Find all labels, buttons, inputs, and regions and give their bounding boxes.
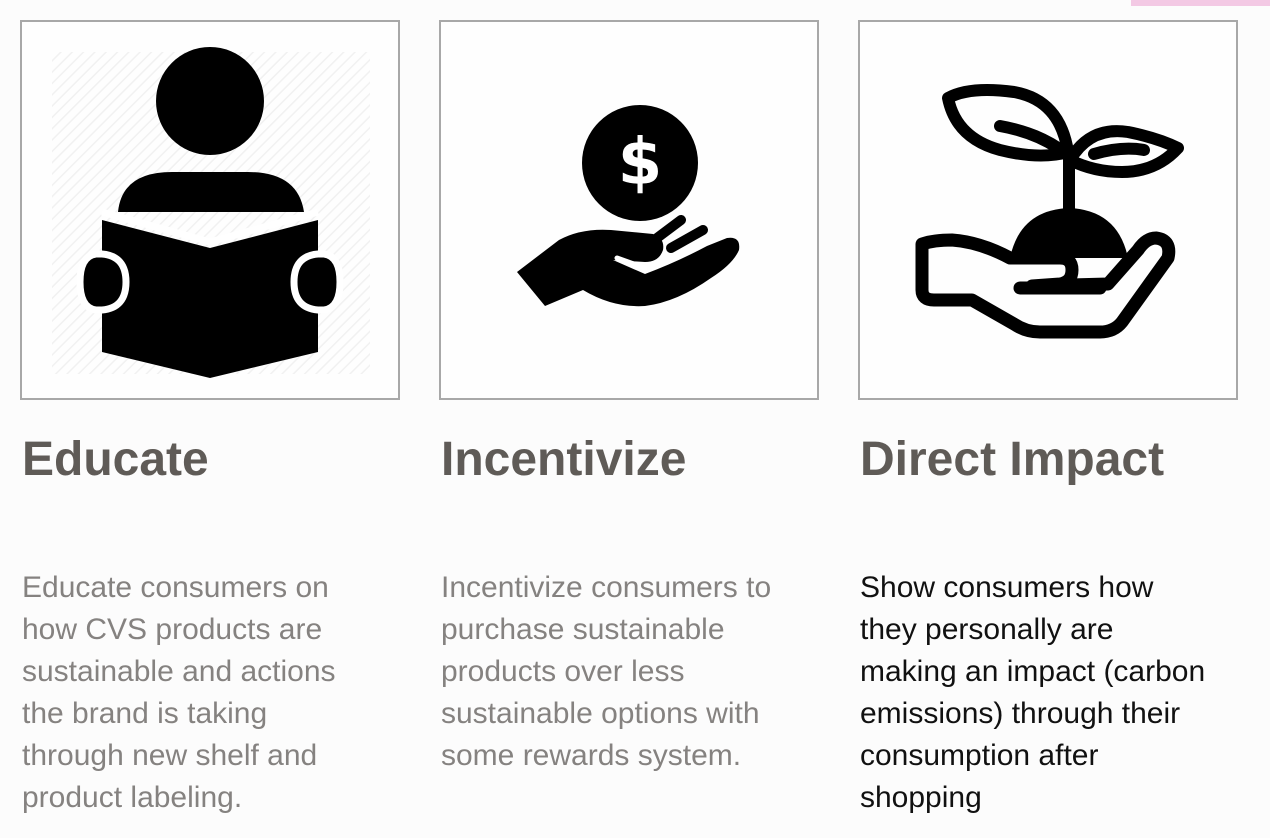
description-line: how CVS products are bbox=[22, 613, 323, 646]
hand-holding-dollar-coin-icon: $ bbox=[517, 105, 740, 307]
description-line: consumption after bbox=[860, 739, 1099, 772]
card-description: Incentivize consumers to purchase sustai… bbox=[441, 567, 836, 777]
person-reading-book-icon bbox=[52, 47, 370, 378]
card-title: Educate bbox=[22, 433, 209, 486]
description-line: they personally are bbox=[860, 613, 1114, 646]
description-line: some rewards system. bbox=[441, 739, 742, 772]
description-line: products over less bbox=[441, 655, 685, 688]
description-line: through new shelf and bbox=[22, 739, 318, 772]
hand-holding-plant-sprout-icon bbox=[915, 84, 1184, 339]
description-line: emissions) through their bbox=[860, 697, 1181, 730]
description-line: making an impact (carbon bbox=[860, 655, 1206, 688]
icon-frame bbox=[20, 20, 400, 400]
card-description: Educate consumers on how CVS products ar… bbox=[22, 567, 417, 819]
description-line: Show consumers how bbox=[860, 571, 1154, 604]
card-description: Show consumers how they personally are m… bbox=[860, 567, 1255, 819]
card-title: Incentivize bbox=[441, 433, 687, 486]
description-line: Incentivize consumers to bbox=[441, 571, 772, 604]
description-line: sustainable and actions bbox=[22, 655, 336, 688]
description-line: Educate consumers on bbox=[22, 571, 329, 604]
icon-frame: $ bbox=[439, 20, 819, 400]
icon-frame bbox=[858, 20, 1238, 400]
svg-text:$: $ bbox=[618, 126, 663, 200]
corner-accent bbox=[1131, 0, 1270, 6]
description-line: the brand is taking bbox=[22, 697, 268, 730]
description-line: shopping bbox=[860, 781, 982, 814]
description-line: sustainable options with bbox=[441, 697, 760, 730]
card-title: Direct Impact bbox=[860, 433, 1165, 486]
description-line: product labeling. bbox=[22, 781, 243, 814]
description-line: purchase sustainable bbox=[441, 613, 725, 646]
